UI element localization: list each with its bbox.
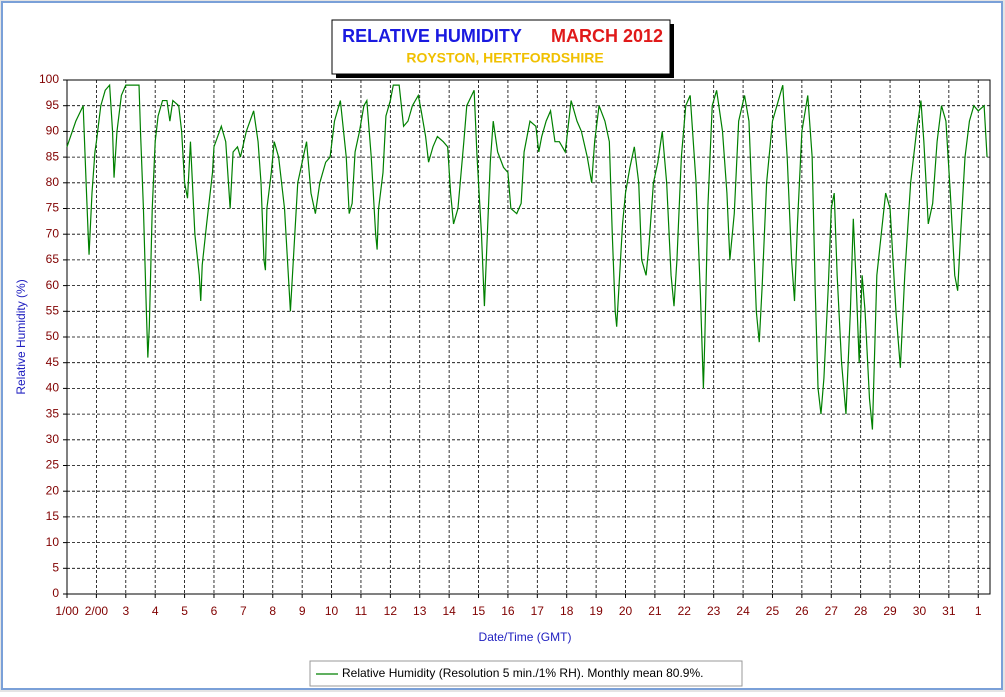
x-tick-label: 5 [181, 604, 188, 618]
y-tick-label: 40 [46, 381, 60, 395]
chart-subtitle: ROYSTON, HERTFORDSHIRE [406, 50, 603, 66]
x-tick-label: 8 [269, 604, 276, 618]
x-tick-label: 12 [384, 604, 398, 618]
x-tick-label: 4 [152, 604, 159, 618]
x-tick-label: 23 [707, 604, 721, 618]
y-tick-label: 60 [46, 278, 60, 292]
x-tick-label: 13 [413, 604, 427, 618]
x-tick-label: 9 [299, 604, 306, 618]
y-tick-label: 75 [46, 201, 60, 215]
x-tick-label: 19 [589, 604, 603, 618]
plot-border [66, 79, 991, 595]
x-tick-label: 26 [795, 604, 809, 618]
y-tick-label: 30 [46, 432, 60, 446]
chart-title: RELATIVE HUMIDITY [342, 26, 522, 46]
x-axis-label: Date/Time (GMT) [479, 630, 572, 644]
y-tick-label: 45 [46, 355, 60, 369]
y-tick-label: 20 [46, 483, 60, 497]
y-tick-label: 100 [39, 72, 59, 86]
x-tick-label: 11 [355, 604, 368, 618]
humidity-line [66, 83, 988, 430]
x-tick-label: 21 [648, 604, 662, 618]
y-tick-label: 35 [46, 406, 60, 420]
x-tick-label: 3 [122, 604, 129, 618]
x-tick-label: 16 [501, 604, 515, 618]
x-tick-label: 14 [442, 604, 456, 618]
y-tick-label: 50 [46, 329, 60, 343]
x-tick-label: 10 [325, 604, 339, 618]
x-tick-label: 22 [678, 604, 692, 618]
y-tick-label: 10 [46, 535, 60, 549]
x-tick-label: 30 [913, 604, 927, 618]
x-tick-label: 1 [975, 604, 982, 618]
y-tick-label: 95 [46, 98, 60, 112]
x-tick-label: 7 [240, 604, 247, 618]
x-tick-label: 29 [883, 604, 897, 618]
x-tick-label: 15 [472, 604, 486, 618]
y-axis-label: Relative Humidity (%) [14, 279, 28, 394]
y-tick-label: 80 [46, 175, 60, 189]
x-tick-label: 18 [560, 604, 574, 618]
x-tick-label: 6 [211, 604, 218, 618]
chart-title-date: MARCH 2012 [551, 26, 663, 46]
x-tick-label: 24 [736, 604, 750, 618]
y-tick-label: 25 [46, 458, 60, 472]
x-tick-label: 1/00 [55, 604, 79, 618]
x-tick-label: 27 [825, 604, 839, 618]
y-tick-label: 70 [46, 226, 60, 240]
x-tick-label: 28 [854, 604, 868, 618]
y-tick-label: 5 [52, 560, 59, 574]
title-box [331, 19, 671, 75]
x-tick-label: 31 [942, 604, 956, 618]
y-tick-label: 0 [52, 586, 59, 600]
y-tick-label: 15 [46, 509, 60, 523]
x-tick-label: 25 [766, 604, 780, 618]
legend-box [309, 660, 743, 687]
x-tick-label: 17 [531, 604, 545, 618]
y-tick-label: 65 [46, 252, 60, 266]
y-tick-label: 55 [46, 303, 60, 317]
x-tick-label: 20 [619, 604, 633, 618]
legend-label: Relative Humidity (Resolution 5 min./1% … [342, 666, 703, 680]
y-tick-label: 85 [46, 149, 60, 163]
y-tick-label: 90 [46, 124, 60, 138]
x-tick-label: 2/00 [85, 604, 109, 618]
